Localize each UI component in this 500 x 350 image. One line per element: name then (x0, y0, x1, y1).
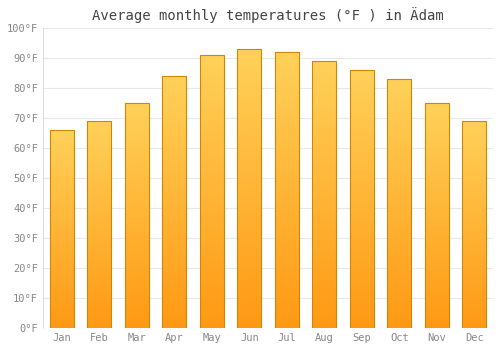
Bar (312, 61, 336, 328)
Bar (124, 103, 149, 328)
Bar (200, 55, 224, 328)
Bar (237, 49, 262, 328)
Bar (274, 52, 299, 328)
Bar (350, 70, 374, 328)
Bar (387, 79, 411, 328)
Bar (424, 103, 449, 328)
Bar (462, 121, 486, 328)
Bar (162, 76, 186, 328)
Bar (87, 121, 112, 328)
Title: Average monthly temperatures (°F ) in Ädam: Average monthly temperatures (°F ) in Äd… (92, 7, 444, 23)
Bar (50, 130, 74, 328)
